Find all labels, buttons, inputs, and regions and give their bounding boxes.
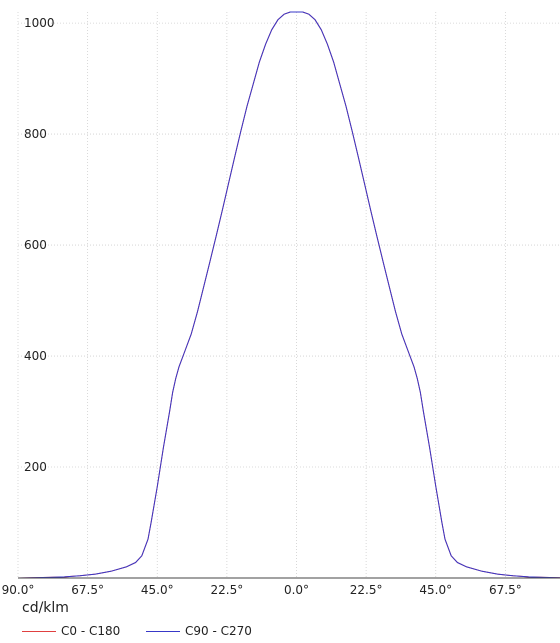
y-tick-label: 400 xyxy=(24,349,47,363)
legend-swatch-c0 xyxy=(22,630,56,632)
series-lines xyxy=(17,11,560,579)
x-tick-label: 22.5° xyxy=(350,583,383,597)
y-tick-label: 200 xyxy=(24,460,47,474)
y-tick-label: 600 xyxy=(24,238,47,252)
legend-item-c90: C90 - C270 xyxy=(146,624,252,638)
x-tick-label: 45.0° xyxy=(141,583,174,597)
y-tick-label: 800 xyxy=(24,127,47,141)
tick-labels: 90.0° 67.5° 45.0° 22.5° 0.0° 22.5° 45.0° 67.5° 2… xyxy=(2,16,522,597)
x-tick-label: 67.5° xyxy=(489,583,522,597)
legend-item-c0: C0 - C180 xyxy=(22,624,120,638)
x-tick-label: 22.5° xyxy=(211,583,244,597)
legend: C0 - C180 C90 - C270 xyxy=(0,624,560,642)
plot-area xyxy=(18,12,560,578)
legend-label-c0: C0 - C180 xyxy=(61,624,121,638)
x-tick-label: 0.0° xyxy=(284,583,309,597)
legend-swatch-c90 xyxy=(146,630,180,632)
x-tick-label: 67.5° xyxy=(71,583,104,597)
unit-label: cd/klm xyxy=(22,600,69,616)
y-tick-label: 1000 xyxy=(24,16,55,30)
x-tick-label: 90.0° xyxy=(2,583,35,597)
legend-label-c90: C90 - C270 xyxy=(185,624,252,638)
series-line-c90-c270 xyxy=(17,11,560,579)
x-tick-label: 45.0° xyxy=(419,583,452,597)
